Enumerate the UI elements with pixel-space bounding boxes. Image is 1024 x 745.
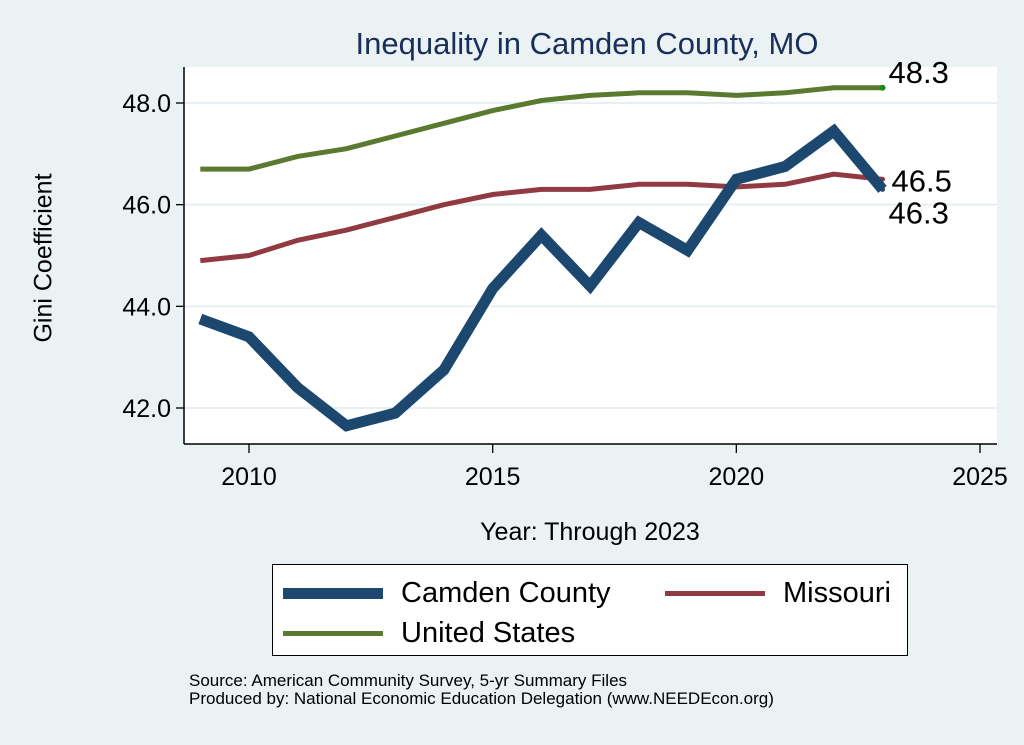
series-line-united-states <box>200 85 883 172</box>
end-label-missouri: 46.5 <box>892 163 952 198</box>
x-tick-label: 2025 <box>952 463 1008 491</box>
axes: 42.0 44.0 46.0 48.0 2010 2015 2020 2025 <box>122 67 1008 491</box>
end-point-camden-county <box>880 186 886 192</box>
legend-swatch-camden-county <box>283 588 383 599</box>
legend-label-missouri: Missouri <box>783 577 891 609</box>
y-axis-label: Gini Coefficient <box>29 173 58 343</box>
plot-area <box>184 67 997 444</box>
chart-title: Inequality in Camden County, MO <box>355 26 819 61</box>
producer-line: Produced by: National Economic Education… <box>189 689 774 708</box>
source-line: Source: American Community Survey, 5-yr … <box>189 671 628 690</box>
y-tick-label: 42.0 <box>122 395 171 423</box>
end-label-united-states: 48.3 <box>889 55 949 90</box>
legend-swatch-missouri <box>665 591 765 596</box>
legend-item-united-states: United States <box>283 617 575 650</box>
x-tick-label: 2015 <box>465 463 521 491</box>
x-tick-label: 2010 <box>221 463 277 491</box>
series-line-missouri <box>200 171 883 264</box>
y-tick-label: 44.0 <box>122 293 171 321</box>
x-axis-label: Year: Through 2023 <box>480 518 700 546</box>
legend-swatch-united-states <box>283 631 383 636</box>
source-note: Source: American Community Survey, 5-yr … <box>189 672 774 708</box>
x-tick-label: 2020 <box>709 463 765 491</box>
series-line-camden-county <box>198 123 887 432</box>
end-labels: 46.346.5 48.3 <box>889 55 952 231</box>
end-label-camden-county: 46.3 <box>889 195 949 230</box>
y-tick-label: 46.0 <box>122 192 171 220</box>
y-tick-label: 48.0 <box>122 90 171 118</box>
legend-item-missouri: Missouri <box>665 577 891 610</box>
legend-label-united-states: United States <box>401 617 576 649</box>
legend: Camden County Missouri United States <box>272 564 908 656</box>
series-lines <box>198 84 887 432</box>
end-point-united-states <box>879 84 886 91</box>
legend-item-camden-county: Camden County <box>283 577 611 610</box>
legend-label-camden-county: Camden County <box>401 577 611 609</box>
